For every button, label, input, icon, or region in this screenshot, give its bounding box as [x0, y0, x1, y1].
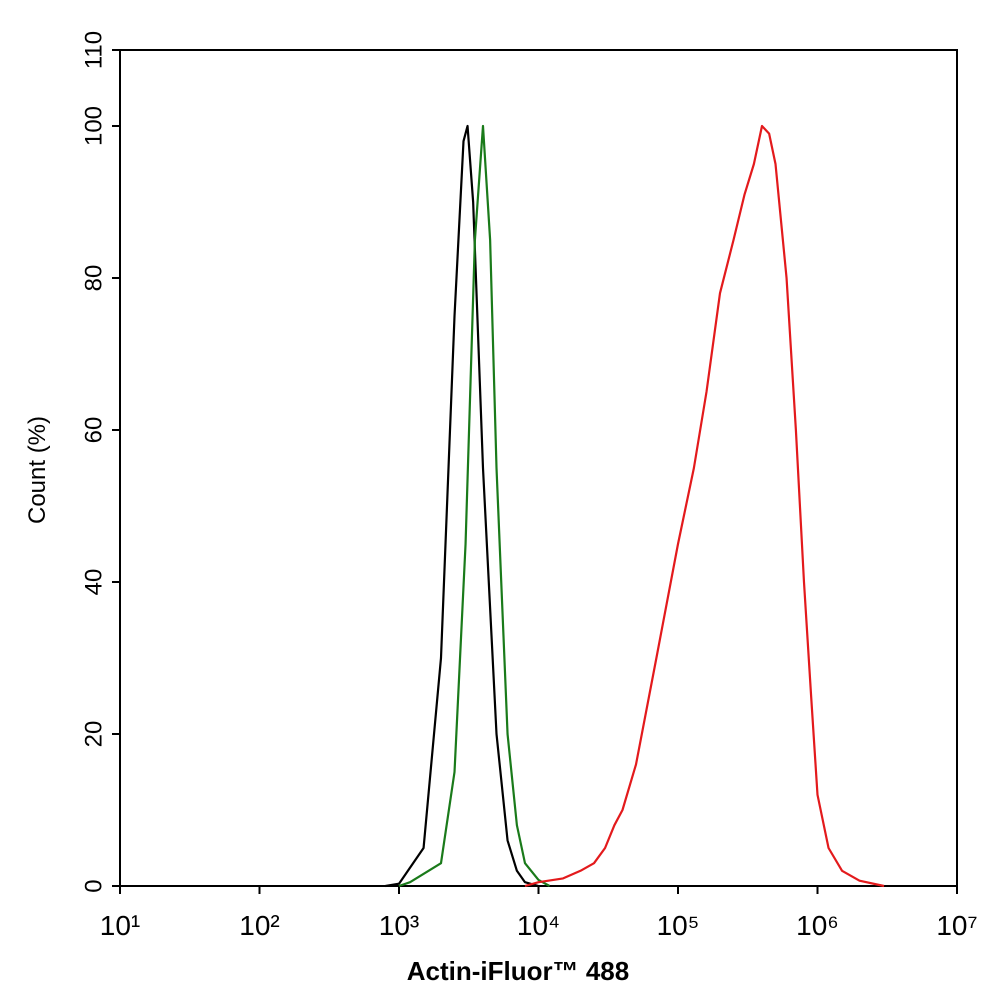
y-axis-label: Count (%)	[24, 416, 51, 524]
histogram-line	[385, 124, 539, 888]
histogram-line	[524, 124, 885, 888]
plot-frame	[119, 49, 958, 887]
y-tick-label: 20	[80, 721, 107, 748]
x-tick-label: 10¹	[100, 910, 140, 941]
y-tick-label: 60	[80, 417, 107, 444]
y-tick-label: 110	[80, 31, 107, 69]
x-tick-label: 10⁴	[517, 910, 560, 941]
y-tick-label: 80	[80, 265, 107, 292]
y-tick-label: 40	[80, 569, 107, 596]
x-axis-label: Actin-iFluor™ 488	[407, 956, 629, 986]
y-tick-label: 100	[80, 106, 107, 146]
x-tick-label: 10⁶	[796, 910, 839, 941]
x-tick-label: 10²	[239, 910, 279, 941]
y-tick-label: 0	[80, 879, 107, 892]
x-tick-label: 10⁵	[657, 910, 700, 941]
x-tick-label: 10⁷	[936, 910, 977, 941]
histogram-line	[398, 124, 551, 888]
x-tick-label: 10³	[379, 910, 419, 941]
